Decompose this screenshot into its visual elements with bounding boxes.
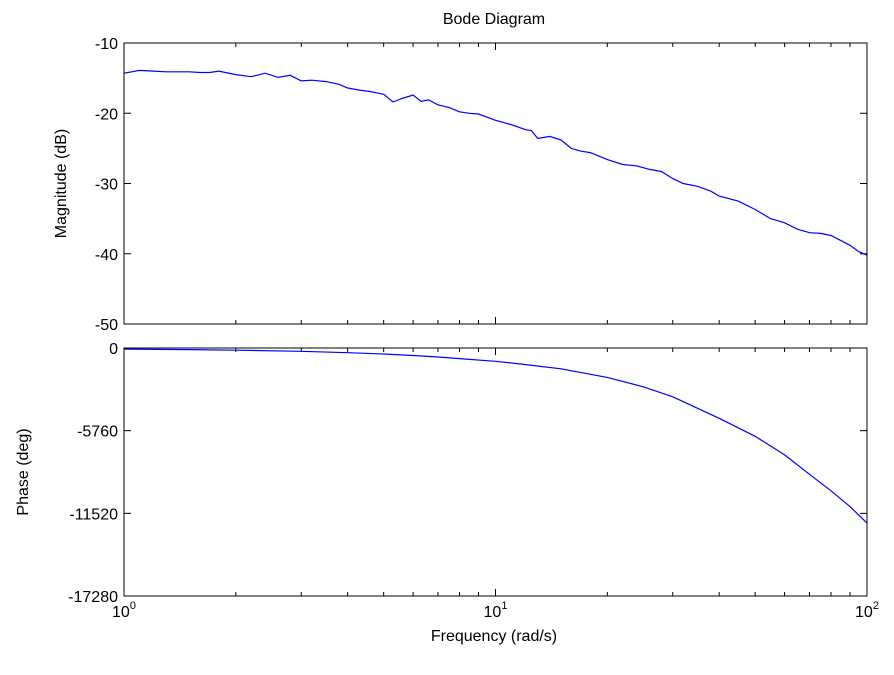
phase-ylabel: Phase (deg): [15, 428, 32, 515]
magnitude-axes-box: [123, 42, 868, 325]
xtick-label: 100: [112, 600, 136, 621]
magnitude-ytick-label: -50: [95, 317, 118, 334]
phase-ytick-label: -5760: [77, 424, 118, 441]
phase-ticks: [123, 347, 868, 597]
magnitude-ytick-label: -30: [95, 177, 118, 194]
magnitude-ytick-label: -40: [95, 247, 118, 264]
xtick-label: 102: [855, 600, 879, 621]
phase-ytick-label: -11520: [69, 506, 118, 523]
phase-ytick-label: -17280: [68, 589, 118, 606]
x-axis-label: Frequency (rad/s): [431, 628, 557, 645]
phase-series-line: [123, 348, 868, 524]
magnitude-ytick-label: -20: [95, 106, 118, 123]
magnitude-ytick-label: -10: [95, 36, 118, 53]
x-tick-labels: 100 101 102: [112, 600, 879, 621]
phase-ytick-label: 0: [109, 341, 118, 358]
magnitude-ylabel: Magnitude (dB): [53, 129, 70, 238]
phase-plot: -17280 -11520 -5760 0 Phase (deg): [15, 341, 868, 606]
magnitude-series-line: [123, 69, 868, 256]
phase-ytick-labels: -17280 -11520 -5760 0: [68, 341, 118, 606]
xtick-label: 101: [484, 600, 508, 621]
phase-axes-box: [123, 347, 868, 597]
magnitude-plot: -50 -40 -30 -20 -10 Magnitude (dB): [53, 36, 868, 334]
magnitude-ytick-labels: -50 -40 -30 -20 -10: [95, 36, 118, 334]
chart-title: Bode Diagram: [443, 11, 545, 28]
magnitude-ticks: [123, 42, 868, 325]
